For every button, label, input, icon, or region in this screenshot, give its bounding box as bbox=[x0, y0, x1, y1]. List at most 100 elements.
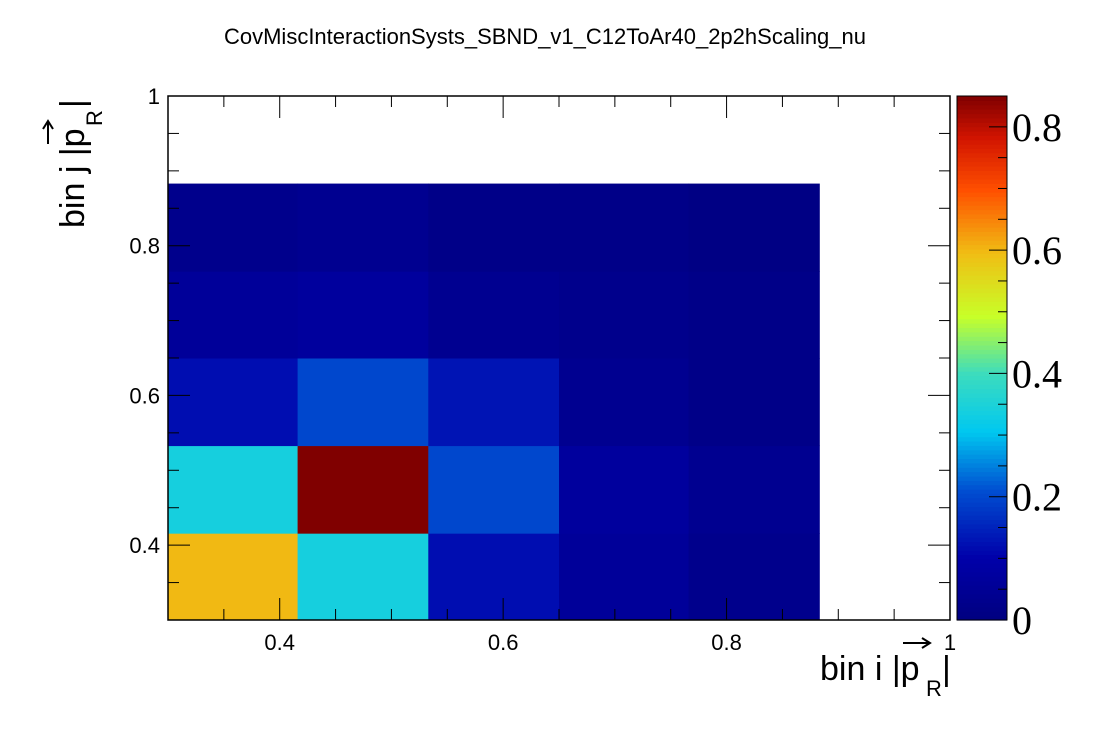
y-label-arrow-icon bbox=[42, 119, 54, 144]
colorbar-segment bbox=[957, 541, 1007, 547]
svg-text:bin j |p: bin j |p bbox=[54, 128, 92, 228]
heatmap-cell bbox=[559, 533, 690, 621]
heatmap-cell bbox=[688, 445, 820, 534]
x-label-arrow-icon bbox=[903, 637, 932, 649]
colorbar-segment bbox=[957, 235, 1007, 241]
colorbar-segment bbox=[957, 178, 1007, 184]
heatmap-cell bbox=[428, 358, 560, 447]
colorbar-segment bbox=[957, 532, 1007, 538]
colorbar-segment bbox=[957, 423, 1007, 429]
y-label-suffix: | bbox=[54, 99, 92, 108]
x-axis-ticks: 0.4 0.6 0.8 1 bbox=[167, 96, 956, 655]
colorbar-segment bbox=[957, 318, 1007, 324]
colorbar-segment bbox=[957, 567, 1007, 573]
heatmap-cell bbox=[688, 271, 820, 359]
colorbar-segment bbox=[957, 288, 1007, 294]
colorbar-tick-label: 0.6 bbox=[1012, 228, 1062, 273]
colorbar-segment bbox=[957, 144, 1007, 149]
chart-title: CovMiscInteractionSysts_SBND_v1_C12ToAr4… bbox=[224, 24, 866, 49]
colorbar-segment bbox=[957, 200, 1007, 206]
colorbar-segment bbox=[957, 248, 1007, 254]
colorbar-segment bbox=[957, 192, 1007, 198]
colorbar-segment bbox=[957, 309, 1007, 315]
colorbar-segment bbox=[957, 462, 1007, 468]
heatmap-cell bbox=[559, 445, 690, 534]
colorbar-segment bbox=[957, 170, 1007, 176]
colorbar-segment bbox=[957, 615, 1007, 621]
colorbar-segment bbox=[957, 148, 1007, 154]
y-axis-label: bin j |p R | bbox=[42, 99, 107, 228]
colorbar-segment bbox=[957, 353, 1007, 359]
colorbar-segment bbox=[957, 506, 1007, 512]
colorbar-tick-label: 0.8 bbox=[1012, 105, 1062, 150]
colorbar-segment bbox=[957, 240, 1007, 246]
colorbar-segment bbox=[957, 493, 1007, 499]
colorbar-segment bbox=[957, 222, 1007, 228]
colorbar-segment bbox=[957, 475, 1007, 481]
colorbar-segment bbox=[957, 519, 1007, 525]
colorbar-segment bbox=[957, 331, 1007, 337]
colorbar-segment bbox=[957, 558, 1007, 564]
colorbar-segment bbox=[957, 449, 1007, 455]
colorbar-segment bbox=[957, 489, 1007, 494]
colorbar-segment bbox=[957, 384, 1007, 390]
colorbar-segment bbox=[957, 117, 1007, 123]
colorbar-segment bbox=[957, 205, 1007, 211]
colorbar-segment bbox=[957, 174, 1007, 180]
colorbar-segment bbox=[957, 410, 1007, 416]
colorbar-segment bbox=[957, 445, 1007, 451]
y-tick-label: 0.4 bbox=[129, 533, 160, 558]
x-label-subscript: R bbox=[926, 676, 942, 701]
heatmap-cell bbox=[688, 183, 820, 272]
colorbar-segment bbox=[957, 130, 1007, 136]
colorbar-segment bbox=[957, 458, 1007, 464]
colorbar-segment bbox=[957, 419, 1007, 425]
colorbar-segment bbox=[957, 323, 1007, 329]
colorbar-segment bbox=[957, 497, 1007, 503]
colorbar-segment bbox=[957, 253, 1007, 259]
heatmap-cell bbox=[688, 533, 820, 621]
colorbar-segment bbox=[957, 366, 1007, 372]
colorbar-segment bbox=[957, 362, 1007, 368]
colorbar-segment bbox=[957, 257, 1007, 263]
heatmap-cell bbox=[297, 533, 429, 621]
colorbar-segment bbox=[957, 379, 1007, 385]
heatmap-cell bbox=[428, 445, 560, 534]
colorbar-segment bbox=[957, 510, 1007, 516]
colorbar-segment bbox=[957, 261, 1007, 267]
colorbar-segment bbox=[957, 554, 1007, 560]
colorbar-segment bbox=[957, 231, 1007, 237]
colorbar-segment bbox=[957, 427, 1007, 433]
colorbar-segment bbox=[957, 296, 1007, 302]
y-tick-label: 0.8 bbox=[129, 234, 160, 259]
colorbar-segment bbox=[957, 165, 1007, 171]
colorbar-segment bbox=[957, 126, 1007, 132]
x-tick-label: 0.4 bbox=[264, 630, 295, 655]
colorbar-segment bbox=[957, 340, 1007, 346]
heatmap-cell bbox=[688, 358, 820, 447]
colorbar-segment bbox=[957, 283, 1007, 289]
colorbar-segment bbox=[957, 213, 1007, 219]
colorbar-border bbox=[956, 95, 1008, 621]
colorbar-segment bbox=[957, 244, 1007, 250]
colorbar-segment bbox=[957, 152, 1007, 158]
colorbar-segment bbox=[957, 563, 1007, 569]
heatmap-cell bbox=[168, 445, 299, 534]
heatmap-cell bbox=[297, 183, 429, 272]
colorbar-segment bbox=[957, 406, 1007, 411]
colorbar-segment bbox=[957, 187, 1007, 193]
colorbar-segment bbox=[957, 336, 1007, 342]
colorbar-tick-label: 0 bbox=[1012, 598, 1032, 643]
colorbar-segment bbox=[957, 602, 1007, 608]
heatmap-cell bbox=[559, 271, 690, 359]
heatmap-cell bbox=[559, 183, 690, 272]
colorbar-segment bbox=[957, 515, 1007, 521]
colorbar-segment bbox=[957, 484, 1007, 490]
heatmap-cell bbox=[168, 271, 299, 359]
y-axis-ticks: 0.4 0.6 0.8 1 bbox=[129, 84, 950, 621]
colorbar-segment bbox=[957, 528, 1007, 534]
colorbar-segment bbox=[957, 157, 1007, 163]
x-label-suffix: | bbox=[942, 650, 951, 688]
colorbar-segment bbox=[957, 471, 1007, 477]
colorbar-segment bbox=[957, 344, 1007, 350]
